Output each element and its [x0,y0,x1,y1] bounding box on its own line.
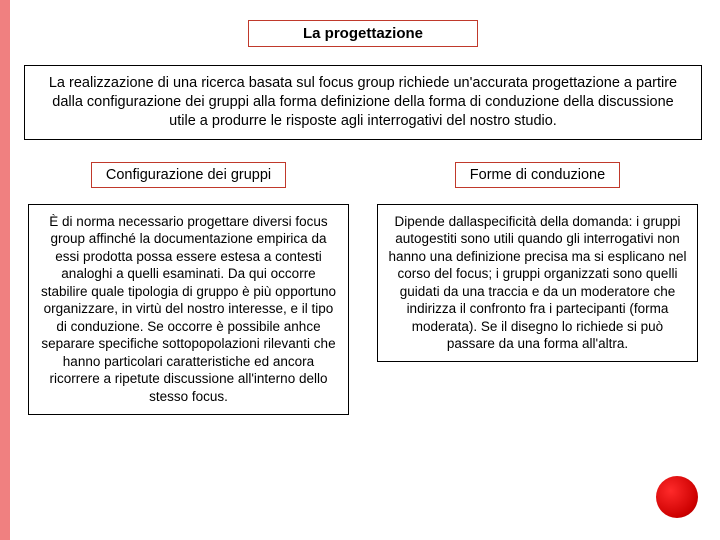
right-heading: Forme di conduzione [470,167,605,183]
columns: Configurazione dei gruppi È di norma nec… [24,162,702,415]
slide-content: La progettazione La realizzazione di una… [10,0,720,540]
decorative-dot-icon [656,476,698,518]
right-body: Dipende dallaspecificità della domanda: … [389,214,687,352]
left-body: È di norma necessario progettare diversi… [41,214,336,404]
left-body-box: È di norma necessario progettare diversi… [28,204,349,415]
right-heading-box: Forme di conduzione [455,162,620,188]
decorative-left-stripe [0,0,10,540]
left-column: Configurazione dei gruppi È di norma nec… [28,162,349,415]
intro-text: La realizzazione di una ricerca basata s… [49,75,677,129]
intro-text-box: La realizzazione di una ricerca basata s… [24,65,702,140]
left-heading-box: Configurazione dei gruppi [91,162,286,188]
right-column: Forme di conduzione Dipende dallaspecifi… [377,162,698,415]
slide-title-box: La progettazione [248,20,478,47]
right-body-box: Dipende dallaspecificità della domanda: … [377,204,698,362]
left-heading: Configurazione dei gruppi [106,167,271,183]
slide-title: La progettazione [303,25,423,42]
